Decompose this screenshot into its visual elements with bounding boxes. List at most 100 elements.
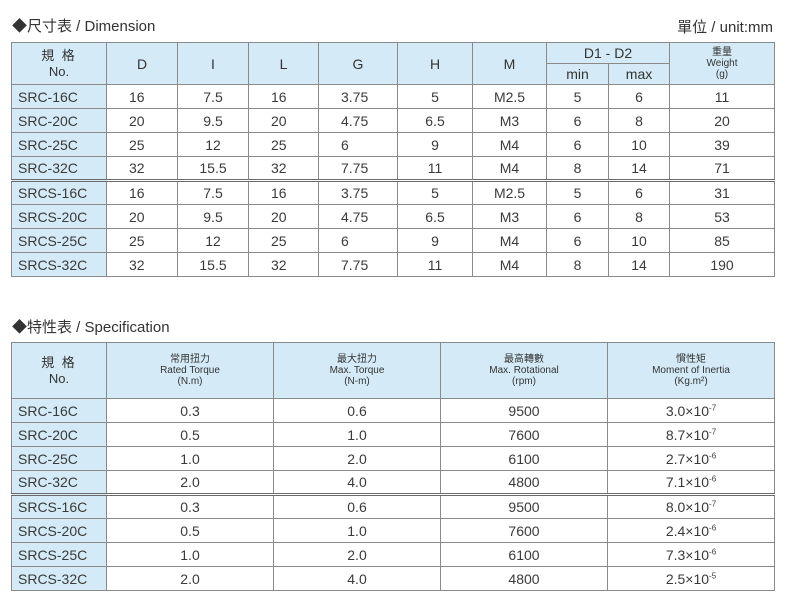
inertia-cell: 2.7×10-6 [607, 446, 775, 471]
g-cell: 6 [318, 228, 398, 253]
max-torque-cell: 2.0 [273, 446, 441, 471]
rated-torque-cell: 2.0 [106, 566, 274, 591]
model-cell: SRC-16C [11, 398, 107, 423]
min-cell: 8 [546, 252, 609, 277]
max-torque-cell: 1.0 [273, 422, 441, 447]
i-cell: 15.5 [177, 156, 249, 181]
rated-torque-cell: 0.3 [106, 398, 274, 423]
i-cell: 9.5 [177, 204, 249, 229]
max-cell: 8 [607, 108, 671, 133]
model-cell: SRCS-20C [11, 204, 107, 229]
unit-label: 單位 / unit:mm [677, 19, 773, 36]
dim-head-min: min [546, 63, 609, 85]
h-cell: 6.5 [397, 204, 473, 229]
dim-head-d: D [106, 42, 178, 85]
g-cell: 6 [318, 132, 398, 157]
min-cell: 6 [546, 108, 609, 133]
table-row: SRCS-16C 16 7.5 16 3.75 5 M2.5 5 6 31 [11, 179, 776, 205]
model-cell: SRC-20C [11, 422, 107, 447]
table-row: SRCS-25C 25 12 25 6 9 M4 6 10 85 [11, 228, 776, 253]
min-cell: 6 [546, 204, 609, 229]
l-cell: 25 [248, 132, 319, 157]
model-cell: SRC-25C [11, 446, 107, 471]
dim-head-d1d2: D1 - D2 [545, 42, 671, 64]
model-cell: SRCS-32C [11, 566, 107, 591]
rated-torque-cell: 0.3 [106, 493, 274, 519]
max-cell: 10 [607, 228, 671, 253]
inertia-cell: 2.5×10-5 [607, 566, 775, 591]
d-cell: 16 [106, 84, 178, 109]
max-cell: 8 [607, 204, 671, 229]
rotational-cell: 9500 [440, 398, 608, 423]
table-row: SRCS-16C 0.3 0.6 9500 8.0×10-7 [11, 493, 775, 519]
m-cell: M4 [472, 252, 547, 277]
i-cell: 7.5 [177, 84, 249, 109]
inertia-exponent: -6 [709, 546, 717, 556]
d-cell: 20 [106, 108, 178, 133]
model-cell: SRCS-25C [11, 228, 107, 253]
model-cell: SRC-20C [11, 108, 107, 133]
inertia-base: 2.7×10 [665, 450, 710, 467]
model-cell: SRCS-25C [11, 542, 107, 567]
inertia-base: 7.3×10 [665, 546, 710, 563]
min-cell: 5 [546, 179, 609, 205]
inertia-exponent: -7 [709, 499, 717, 509]
weight-cell: 31 [669, 179, 776, 205]
h-cell: 9 [397, 132, 473, 157]
m-cell: M3 [472, 204, 547, 229]
dim-head-model: 規 格 No. [11, 42, 107, 85]
g-cell: 3.75 [318, 84, 398, 109]
l-cell: 32 [248, 156, 319, 181]
d-cell: 20 [106, 204, 178, 229]
model-cell: SRCS-32C [11, 252, 107, 277]
h-cell: 5 [397, 84, 473, 109]
spec-head-inertia: 慣性矩 Moment of Inertia (Kg.m²) [607, 342, 775, 399]
i-cell: 12 [177, 132, 249, 157]
weight-cell: 71 [669, 156, 776, 181]
inertia-cell: 3.0×10-7 [607, 398, 775, 423]
table-row: SRCS-32C 2.0 4.0 4800 2.5×10-5 [11, 566, 775, 591]
d-cell: 25 [106, 228, 178, 253]
inertia-base: 8.7×10 [665, 426, 710, 443]
max-cell: 14 [607, 156, 671, 181]
h-cell: 5 [397, 179, 473, 205]
dim-head-l: L [248, 42, 319, 85]
table-row: SRC-32C 32 15.5 32 7.75 11 M4 8 14 71 [11, 156, 776, 181]
l-cell: 25 [248, 228, 319, 253]
rotational-cell: 6100 [440, 446, 608, 471]
h-cell: 6.5 [397, 108, 473, 133]
table-row: SRC-16C 0.3 0.6 9500 3.0×10-7 [11, 398, 775, 423]
specification-table: 規 格 No. 常用扭力 Rated Torque (N.m) 最大扭力 Max… [11, 342, 775, 591]
rotational-cell: 4800 [440, 470, 608, 495]
i-cell: 9.5 [177, 108, 249, 133]
d-cell: 32 [106, 252, 178, 277]
table-row: SRCS-20C 0.5 1.0 7600 2.4×10-6 [11, 518, 775, 543]
table-row: SRC-25C 25 12 25 6 9 M4 6 10 39 [11, 132, 776, 157]
inertia-exponent: -6 [709, 450, 717, 460]
rotational-cell: 7600 [440, 422, 608, 447]
h-cell: 9 [397, 228, 473, 253]
specification-title: ◆特性表 / Specification [12, 319, 170, 336]
max-cell: 6 [607, 179, 671, 205]
rated-torque-cell: 0.5 [106, 422, 274, 447]
min-cell: 6 [546, 132, 609, 157]
g-cell: 3.75 [318, 179, 398, 205]
table-row: SRCS-32C 32 15.5 32 7.75 11 M4 8 14 190 [11, 252, 776, 277]
max-torque-cell: 0.6 [273, 398, 441, 423]
dim-head-h: H [397, 42, 473, 85]
model-cell: SRC-25C [11, 132, 107, 157]
table-row: SRC-20C 20 9.5 20 4.75 6.5 M3 6 8 20 [11, 108, 776, 133]
dim-head-i: I [177, 42, 249, 85]
inertia-exponent: -7 [709, 402, 717, 412]
m-cell: M2.5 [472, 179, 547, 205]
rotational-cell: 9500 [440, 493, 608, 519]
weight-cell: 11 [669, 84, 776, 109]
d-cell: 32 [106, 156, 178, 181]
inertia-cell: 2.4×10-6 [607, 518, 775, 543]
dim-head-m: M [472, 42, 547, 85]
table-row: SRC-16C 16 7.5 16 3.75 5 M2.5 5 6 11 [11, 84, 776, 109]
max-cell: 14 [607, 252, 671, 277]
m-cell: M4 [472, 132, 547, 157]
table-row: SRCS-20C 20 9.5 20 4.75 6.5 M3 6 8 53 [11, 204, 776, 229]
m-cell: M4 [472, 156, 547, 181]
